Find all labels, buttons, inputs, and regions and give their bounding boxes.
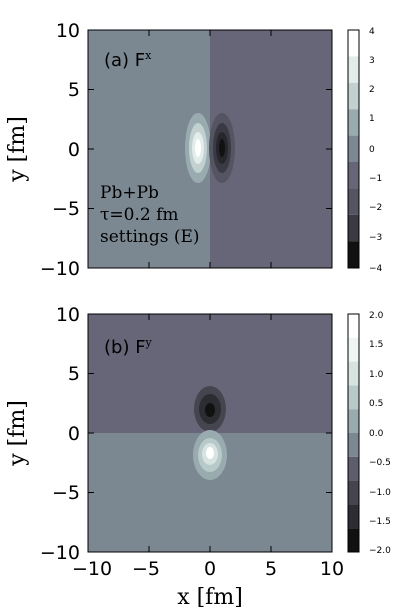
panel-a-cbar-tick: 1 [369, 114, 375, 124]
panel-a-annotation-settings: settings (E) [100, 227, 200, 247]
panel-b-ylabel: y [fm] [5, 400, 30, 467]
panel-b-xtick-10: 10 [320, 558, 344, 580]
panel-b-ytick-0: 0 [68, 423, 80, 445]
panel-b-cbar-tick: −0.5 [369, 458, 391, 468]
panel-a-colorbar [347, 29, 360, 269]
panel-a-ticks [88, 29, 332, 268]
panel-a-cbar-tick: −1 [369, 174, 382, 184]
panel-b-xtick-5: 5 [265, 558, 277, 580]
panel-b-colorbar [347, 313, 360, 553]
panel-b-title: (b) Fy [104, 336, 153, 358]
panel-a-cbar-tick: 4 [369, 27, 375, 37]
panel-b-ytick-m10: −10 [40, 542, 80, 564]
panel-a: 10 5 0 −5 −10 y [fm] (a) Fx Pb+Pb τ=0.2 … [5, 20, 383, 280]
panel-a-annotation-tau: τ=0.2 fm [100, 205, 179, 225]
panel-b-cbar-tick: −2.0 [369, 546, 391, 556]
panel-b-xtick-m5: −5 [132, 558, 160, 580]
panel-b-positive-lobe [193, 430, 227, 480]
panel-b-xlabel: x [fm] [177, 585, 243, 610]
panel-a-cbar-tick: 2 [369, 85, 375, 95]
panel-a-title: (a) Fx [104, 49, 152, 71]
panel-a-cbar-tick: −2 [369, 203, 382, 213]
panel-a-ytick-m5: −5 [52, 198, 80, 220]
panel-b-ytick-5: 5 [68, 363, 80, 385]
panel-b-cbar-tick: 1.5 [369, 340, 383, 350]
panel-a-ytick-10: 10 [56, 20, 80, 42]
panel-b-xtick-m10: −10 [72, 558, 112, 580]
panel-b-xtick-0: 0 [204, 558, 216, 580]
panel-b: 10 5 0 −5 −10 −10 −5 0 5 10 y [fm] x [fm… [5, 304, 391, 610]
panel-a-ytick-5: 5 [68, 79, 80, 101]
panel-b-cbar-tick: −1.0 [369, 488, 391, 498]
panel-a-cbar-tick: 3 [369, 56, 375, 66]
panel-a-ytick-0: 0 [68, 139, 80, 161]
panel-a-ylabel: y [fm] [5, 116, 30, 183]
panel-b-cbar-tick: 0.5 [369, 399, 383, 409]
panel-b-negative-lobe [194, 386, 226, 432]
panel-b-cbar-tick: 2.0 [369, 311, 384, 321]
panel-a-annotation-collision: Pb+Pb [100, 183, 159, 203]
panel-b-ticks [88, 313, 332, 552]
panel-a-cbar-tick: −4 [369, 264, 383, 274]
panel-a-negative-lobe [209, 113, 235, 183]
panel-b-ytick-m5: −5 [52, 482, 80, 504]
panel-a-cbar-tick: −3 [369, 233, 382, 243]
panel-b-cbar-tick: 1.0 [369, 370, 384, 380]
panel-b-ytick-10: 10 [56, 304, 80, 326]
panel-a-positive-lobe [185, 113, 211, 183]
panel-a-cbar-tick: 0 [369, 145, 375, 155]
panel-b-cbar-tick: 0.0 [369, 429, 384, 439]
panel-b-cbar-tick: −1.5 [369, 517, 391, 527]
panel-a-ytick-m10: −10 [40, 258, 80, 280]
